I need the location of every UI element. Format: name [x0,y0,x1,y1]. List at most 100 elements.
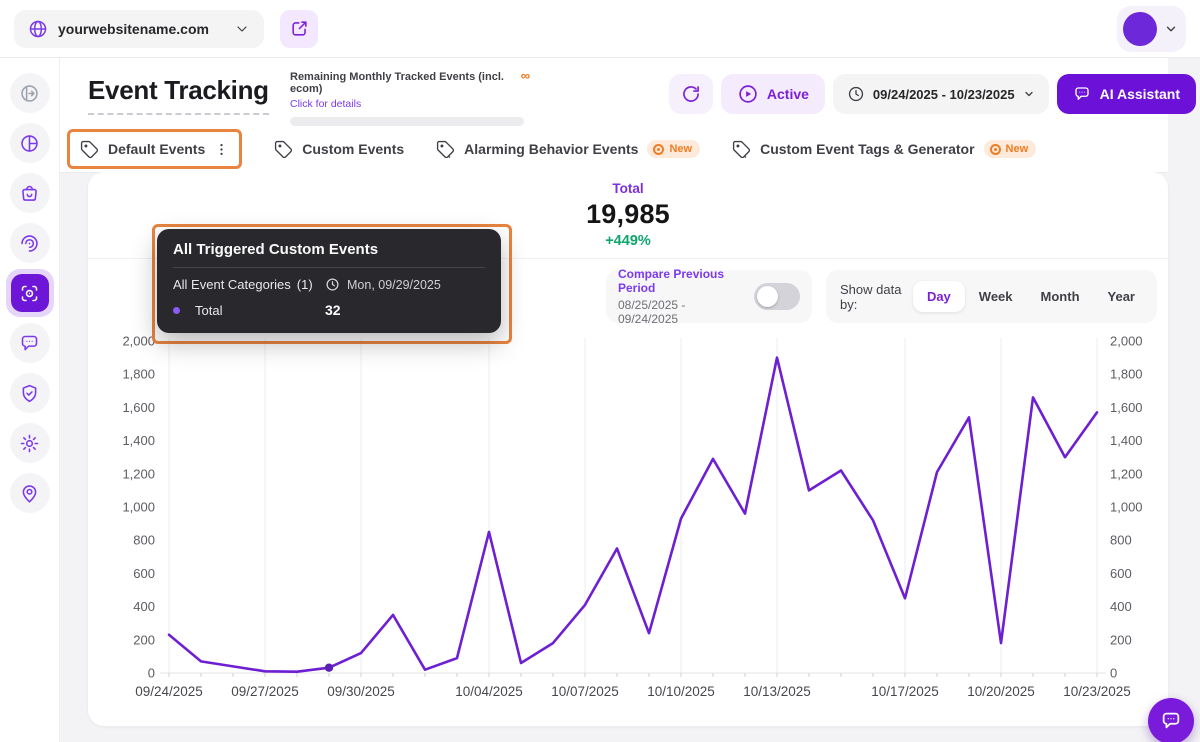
kebab-menu-icon[interactable] [214,142,229,157]
website-selector[interactable]: yourwebsitename.com [14,9,264,48]
compare-label: Compare Previous Period [618,267,725,295]
date-range-value: 09/24/2025 - 10/23/2025 [872,86,1015,102]
refresh-button[interactable] [668,74,713,114]
svg-text:10/23/2025: 10/23/2025 [1063,684,1131,699]
tooltip-series-value: 32 [325,302,341,318]
total-summary: Total 19,985 +449% [88,181,1168,249]
ai-assistant-button[interactable]: AI Assistant [1056,74,1196,114]
sidebar-item-radar[interactable] [9,218,50,268]
compare-toggle[interactable] [754,283,800,310]
click-for-details-link[interactable]: Click for details [290,98,362,110]
shield-check-icon [22,384,37,402]
chevron-down-icon [237,25,247,32]
sidebar-item-settings[interactable] [9,418,50,468]
page-title: Event Tracking [88,75,269,115]
tags-icon [732,140,751,158]
svg-text:10/07/2025: 10/07/2025 [551,684,619,699]
granularity-month[interactable]: Month [1040,289,1080,304]
tab-default-events[interactable]: Default Events [67,129,243,169]
svg-text:400: 400 [133,599,155,614]
svg-text:1,200: 1,200 [122,466,155,481]
new-badge: New [647,140,701,158]
svg-text:09/30/2025: 09/30/2025 [327,684,395,699]
website-name: yourwebsitename.com [58,20,209,37]
date-range-picker[interactable]: 09/24/2025 - 10/23/2025 [832,74,1049,114]
svg-text:800: 800 [1110,533,1132,548]
svg-text:0: 0 [1110,666,1117,681]
tooltip-title: All Triggered Custom Events [173,241,485,268]
event-tabs: Default Events Custom Events Alarming Be… [67,127,1037,171]
total-change-badge: +449% [605,233,651,249]
tooltip-highlight-box [152,224,512,344]
total-value: 19,985 [586,199,670,229]
shopping-bag-icon [22,185,37,201]
tooltip-date: Mon, 09/29/2025 [347,277,441,292]
show-data-by-label: Show data by: [840,281,902,312]
avatar [1123,11,1157,46]
tag-icon [275,140,293,158]
tab-custom-events[interactable]: Custom Events [274,140,404,159]
play-circle-icon [739,85,757,103]
sidebar-item-feedback[interactable] [9,318,50,368]
line-chart[interactable]: 0 0 200 200 400 400 600 600 800 800 1,000 1,000 1,20… [88,332,1168,707]
svg-text:600: 600 [133,566,155,581]
infinity-icon: ∞ [520,68,530,83]
svg-text:1,600: 1,600 [122,400,155,415]
radar-icon [21,234,38,252]
sidebar-item-collapse-panel[interactable] [9,68,50,118]
event-tracking-target-icon [21,285,38,301]
gear-icon [20,434,39,452]
svg-text:0: 0 [148,666,155,681]
support-chat-fab[interactable] [1148,698,1194,742]
svg-text:800: 800 [133,533,155,548]
sidebar-item-location[interactable] [9,468,50,518]
svg-text:600: 600 [1110,566,1132,581]
granularity-year[interactable]: Year [1107,289,1135,304]
tab-alarming-behavior-events[interactable]: Alarming Behavior Events New [436,140,701,159]
toggle-knob [757,286,778,307]
svg-text:09/24/2025: 09/24/2025 [135,684,203,699]
chevron-down-icon [1166,26,1176,31]
tab-label: Alarming Behavior Events [464,141,639,157]
active-item-halo [5,269,54,317]
svg-text:2,000: 2,000 [122,334,155,349]
svg-text:2,000: 2,000 [1110,334,1143,349]
tooltip-category: All Event Categories [173,277,291,292]
chart-tooltip: All Triggered Custom Events All Event Ca… [157,229,501,333]
status-active-button[interactable]: Active [720,74,825,114]
tooltip-meta-row: All Event Categories (1) Mon, 09/29/2025 [173,277,485,292]
tag-icon [80,140,99,158]
svg-text:09/27/2025: 09/27/2025 [231,684,299,699]
tooltip-category-count: (1) [296,277,313,292]
svg-text:1,400: 1,400 [1110,433,1143,448]
granularity-week[interactable]: Week [978,289,1013,304]
tooltip-series-row: Total 32 [173,302,485,318]
status-active-label: Active [766,86,809,102]
svg-text:1,800: 1,800 [122,367,155,382]
map-pin-icon [22,484,37,503]
sidebar-item-store[interactable] [9,168,50,218]
globe-icon [29,20,47,37]
collapse-panel-icon [21,84,38,102]
tab-label: Default Events [108,141,206,157]
sidebar-nav [0,58,60,742]
divider [88,258,1168,259]
compare-range: 08/25/2025 - 09/24/2025 [618,298,686,326]
svg-text:1,000: 1,000 [1110,500,1143,515]
granularity-day[interactable]: Day [912,281,965,312]
tab-label: Custom Event Tags & Generator [760,141,975,157]
tab-custom-event-tags-generator[interactable]: Custom Event Tags & Generator New [732,140,1037,159]
svg-text:200: 200 [133,632,155,647]
sidebar-item-analytics[interactable] [9,118,50,168]
account-menu[interactable] [1117,5,1186,52]
header-actions: Active 09/24/2025 - 10/23/2025 AI Assist… [668,74,1196,114]
sidebar-item-security[interactable] [9,368,50,418]
open-website-button[interactable] [280,9,318,48]
ai-assistant-label: AI Assistant [1099,86,1180,102]
new-badge-dot-icon [989,143,1001,155]
sidebar-item-event-tracking[interactable] [5,268,54,318]
chat-bubble-icon [21,335,38,350]
svg-text:1,800: 1,800 [1110,367,1143,382]
svg-text:1,200: 1,200 [1110,466,1143,481]
chat-bubble-icon [1162,712,1180,729]
